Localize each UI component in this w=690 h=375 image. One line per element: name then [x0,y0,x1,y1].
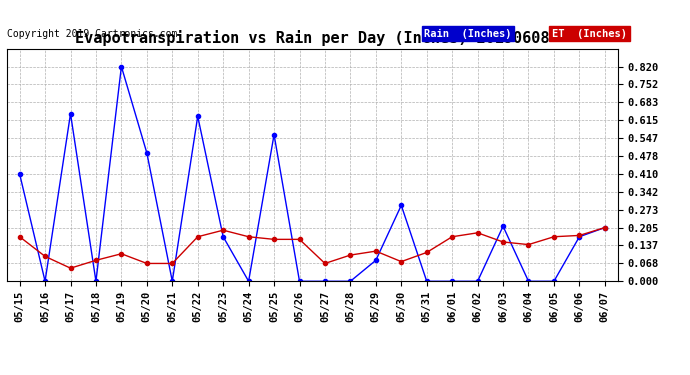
Text: Copyright 2019 Cartronics.com: Copyright 2019 Cartronics.com [7,30,177,39]
Text: Rain  (Inches): Rain (Inches) [424,29,512,39]
Text: ET  (Inches): ET (Inches) [552,29,627,39]
Title: Evapotranspiration vs Rain per Day (Inches) 20190608: Evapotranspiration vs Rain per Day (Inch… [75,30,549,46]
